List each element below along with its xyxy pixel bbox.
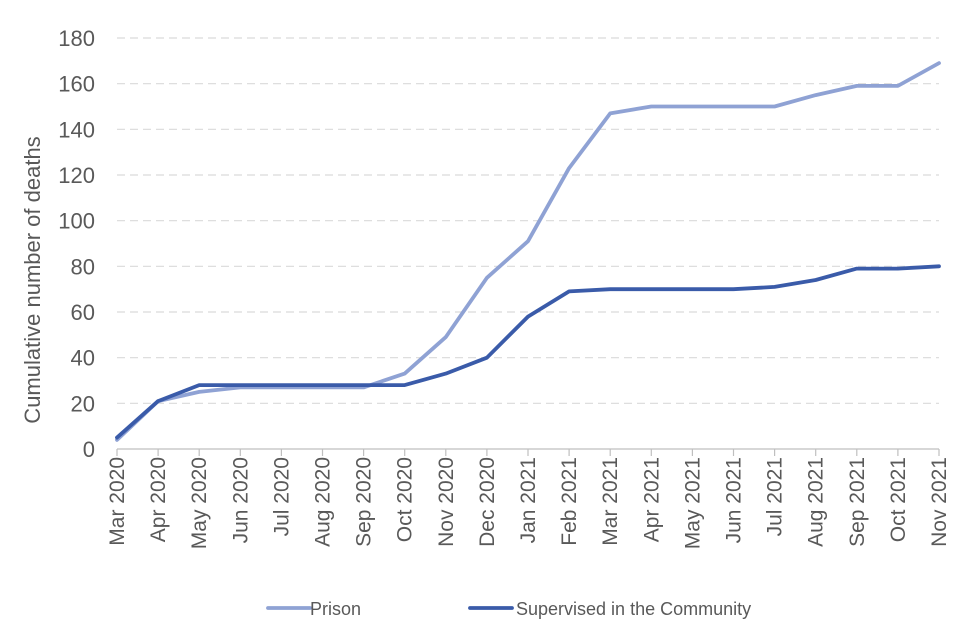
y-tick-label: 0	[83, 437, 95, 462]
x-tick-label: Feb 2021	[558, 457, 581, 546]
x-tick-label: May 2020	[188, 457, 211, 549]
series-lines	[115, 61, 941, 442]
x-axis	[116, 448, 940, 456]
legend-label-supervised-in-the-community: Supervised in the Community	[516, 599, 751, 619]
x-tick-label: Aug 2020	[312, 457, 335, 547]
y-tick-label: 140	[58, 117, 95, 142]
gridlines	[117, 37, 939, 404]
x-tick-label: Aug 2021	[805, 457, 828, 547]
x-tick-label: Jun 2021	[723, 457, 746, 543]
y-axis-tick-labels: 0 20 40 60 80 100 120 140 160 180	[58, 26, 95, 462]
y-tick-label: 120	[58, 163, 95, 188]
x-tick-label: Jun 2020	[229, 457, 252, 543]
x-tick-label: Jan 2021	[517, 457, 540, 543]
legend-label-prison: Prison	[310, 599, 361, 619]
y-tick-label: 20	[71, 391, 95, 416]
x-tick-label: Mar 2021	[599, 457, 622, 546]
y-axis-title: Cumulative number of deaths	[20, 136, 45, 423]
series-line-supervised-in-the-community	[115, 264, 941, 440]
x-tick-label: Apr 2020	[147, 457, 170, 542]
x-tick-label: Jul 2021	[764, 457, 787, 536]
y-tick-label: 80	[71, 254, 95, 279]
y-tick-label: 60	[71, 300, 95, 325]
y-tick-label: 160	[58, 72, 95, 97]
y-tick-label: 40	[71, 346, 95, 371]
y-tick-label: 100	[58, 209, 95, 234]
y-tick-label: 180	[58, 26, 95, 51]
series-line-prison	[115, 61, 941, 442]
x-tick-label: Sep 2021	[846, 457, 869, 547]
x-tick-label: May 2021	[681, 457, 704, 549]
legend: Prison Supervised in the Community	[266, 599, 751, 619]
x-tick-label: Dec 2020	[476, 457, 499, 547]
x-tick-label: Oct 2021	[887, 457, 910, 542]
x-tick-label: Apr 2021	[640, 457, 663, 542]
x-axis-tick-labels: Mar 2020 Apr 2020 May 2020 Jun 2020 Jul 2020…	[106, 457, 951, 549]
x-tick-label: Sep 2020	[353, 457, 376, 547]
x-tick-label: Nov 2021	[928, 457, 951, 547]
x-tick-label: Jul 2020	[270, 457, 293, 536]
x-tick-label: Mar 2020	[106, 457, 129, 546]
x-tick-label: Nov 2020	[435, 457, 458, 547]
x-tick-label: Oct 2020	[394, 457, 417, 542]
